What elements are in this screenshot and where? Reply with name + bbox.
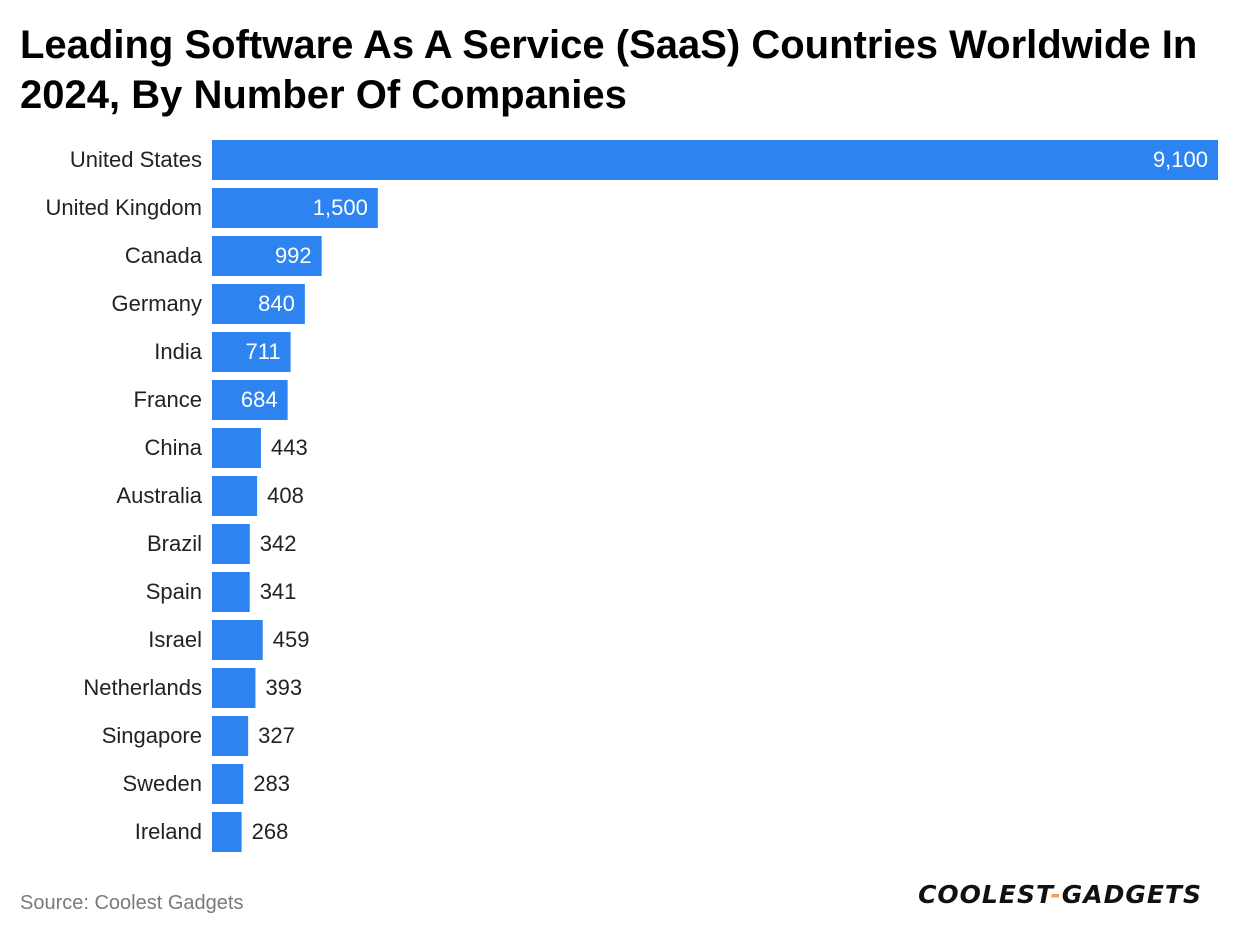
category-label-sweden: Sweden [122, 771, 202, 796]
category-label-spain: Spain [146, 579, 202, 604]
brand-logo: COOLEST-GADGETS [918, 880, 1202, 909]
brand-left: COOLEST [918, 880, 1051, 909]
bar-australia [212, 476, 258, 516]
bar-china [212, 428, 261, 468]
category-label-united-kingdom: United Kingdom [45, 195, 202, 220]
bar-india [212, 332, 291, 372]
bar-singapore [212, 716, 249, 756]
value-label-canada: 992 [275, 243, 312, 268]
value-label-china: 443 [271, 435, 308, 460]
value-label-ireland: 268 [252, 819, 289, 844]
bar-united-states [212, 140, 1218, 180]
category-label-united-states: United States [70, 147, 202, 172]
brand-dash: - [1050, 880, 1062, 909]
category-label-ireland: Ireland [135, 819, 202, 844]
bar-sweden [212, 764, 244, 804]
category-label-france: France [134, 387, 202, 412]
bar-israel [212, 620, 263, 660]
bar-chart: United States 9,100 United Kingdom 1,500 Can… [45, 140, 1218, 852]
value-label-spain: 341 [260, 579, 297, 604]
category-label-brazil: Brazil [147, 531, 202, 556]
bar-germany [212, 284, 305, 324]
bar-ireland [212, 812, 242, 852]
category-label-netherlands: Netherlands [83, 675, 202, 700]
value-label-netherlands: 393 [265, 675, 302, 700]
category-label-singapore: Singapore [102, 723, 202, 748]
category-label-china: China [145, 435, 203, 460]
source-note: Source: Coolest Gadgets [20, 892, 244, 914]
value-label-united-states: 9,100 [1153, 147, 1208, 172]
bar-canada [212, 236, 322, 276]
value-label-australia: 408 [267, 483, 304, 508]
value-label-brazil: 342 [260, 531, 297, 556]
bar-netherlands [212, 668, 256, 708]
bar-brazil [212, 524, 250, 564]
brand-right: GADGETS [1061, 880, 1202, 909]
category-label-australia: Australia [116, 483, 202, 508]
value-label-israel: 459 [273, 627, 310, 652]
category-label-india: India [154, 339, 202, 364]
bar-united-kingdom [212, 188, 378, 228]
value-label-singapore: 327 [258, 723, 295, 748]
value-label-sweden: 283 [253, 771, 290, 796]
category-label-canada: Canada [125, 243, 203, 268]
bar-spain [212, 572, 250, 612]
bar-france [212, 380, 288, 420]
value-label-india: 711 [246, 339, 281, 364]
value-label-united-kingdom: 1,500 [313, 195, 368, 220]
value-label-france: 684 [241, 387, 278, 412]
category-label-germany: Germany [112, 291, 202, 316]
chart-title: Leading Software As A Service (SaaS) Cou… [20, 23, 1198, 117]
category-label-israel: Israel [148, 627, 202, 652]
value-label-germany: 840 [258, 291, 295, 316]
